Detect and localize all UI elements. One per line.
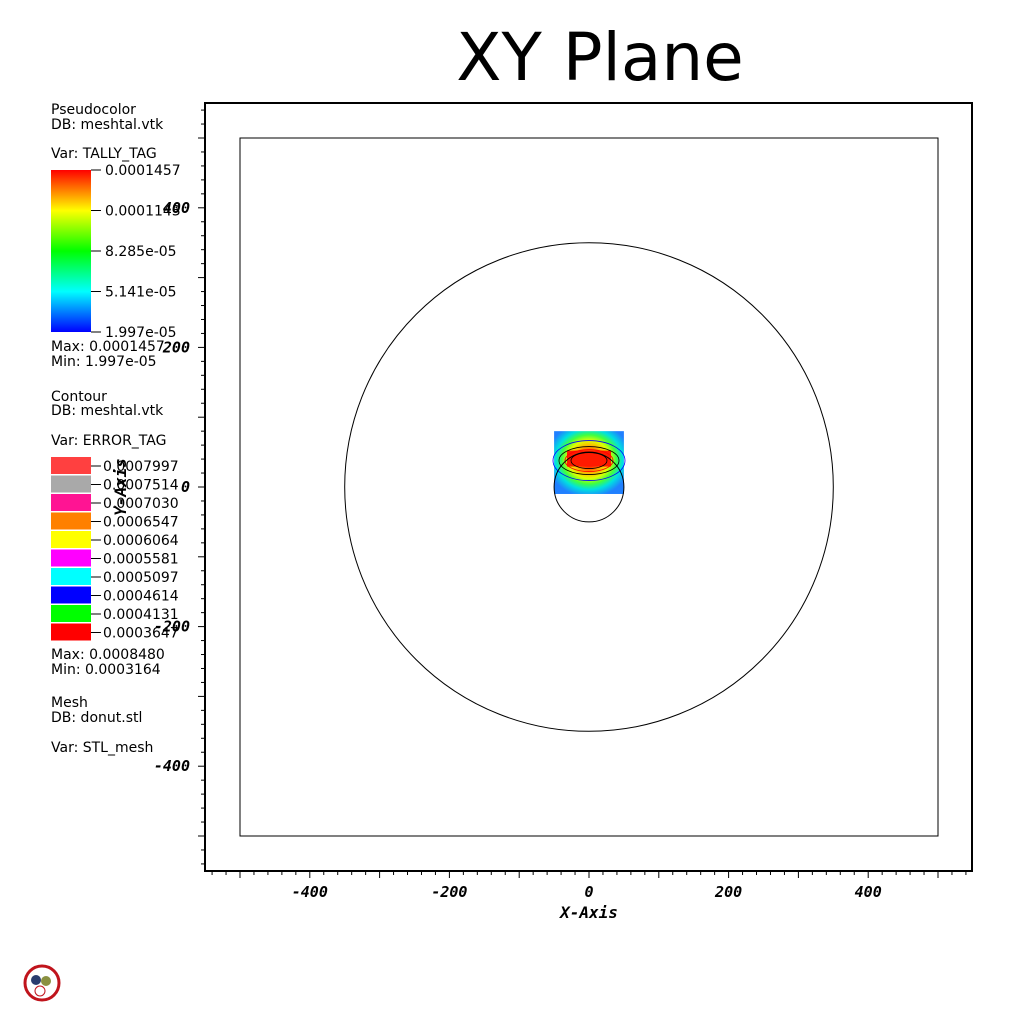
pseudocolor-legend-max: Max: 0.0001457 bbox=[51, 339, 165, 355]
mesh-circle bbox=[344, 242, 834, 732]
mesh-legend-var: Var: STL_mesh bbox=[51, 740, 154, 756]
contour-legend-swatch bbox=[51, 531, 91, 548]
contour-line bbox=[558, 446, 620, 475]
y-tick-label: -400 bbox=[154, 757, 190, 775]
contour-legend-label: 0.0005097 bbox=[103, 570, 179, 586]
x-tick-label: 400 bbox=[855, 883, 882, 901]
x-tick-label: 0 bbox=[584, 883, 593, 901]
mesh-legend-type: Mesh bbox=[51, 695, 88, 711]
contour-legend-swatch bbox=[51, 494, 91, 511]
contour-legend-label: 0.0007997 bbox=[103, 459, 179, 475]
colorbar-tick-label: 8.285e-05 bbox=[105, 244, 177, 260]
contour-legend-min: Min: 0.0003164 bbox=[51, 662, 161, 678]
y-axis-title: Y-Axis bbox=[111, 458, 130, 516]
contour-legend-swatch bbox=[51, 475, 91, 493]
y-tick-label: 200 bbox=[162, 338, 190, 356]
colorbar-tick-label: 5.141e-05 bbox=[105, 285, 177, 301]
mesh-circle bbox=[553, 451, 625, 523]
logo-icon bbox=[23, 964, 61, 1002]
colorbar-tick-label: 0.0001457 bbox=[105, 163, 181, 179]
pseudocolor-legend-db: DB: meshtal.vtk bbox=[51, 117, 164, 133]
y-tick-label: -200 bbox=[154, 618, 190, 636]
colorbar-tick-label: 0.0001143 bbox=[105, 204, 181, 220]
contour-legend-swatch bbox=[51, 623, 91, 641]
data-layer bbox=[239, 137, 939, 837]
contour-legend-swatches: 0.0007997 0.0007514 0.0007030 0.0006547 0.00… bbox=[51, 457, 179, 642]
contour-legend-label: 0.0006064 bbox=[103, 533, 179, 549]
contour-line bbox=[552, 440, 626, 481]
x-tick-label: -200 bbox=[431, 883, 467, 901]
pseudocolor-legend-min: Min: 1.997e-05 bbox=[51, 354, 157, 370]
contour-legend-swatch bbox=[51, 549, 91, 567]
contour-legend-label: 0.0007030 bbox=[103, 496, 179, 512]
contour-legend-var: Var: ERROR_TAG bbox=[51, 433, 167, 449]
axis-minor-ticks bbox=[198, 109, 967, 878]
x-tick-label: 200 bbox=[714, 883, 742, 901]
contour-legend-type: Contour bbox=[51, 389, 107, 405]
x-tick-labels: -400 -200 0 200 400 bbox=[292, 883, 882, 901]
contour-legend-label: 0.0006547 bbox=[103, 515, 179, 531]
contour-legend-swatch bbox=[51, 605, 91, 622]
contour-legend-swatch bbox=[51, 586, 91, 604]
pseudocolor-colorbar-ticks: 0.0001457 0.0001143 8.285e-05 5.141e-05 1.99… bbox=[91, 163, 181, 341]
x-axis-title: X-Axis bbox=[558, 903, 618, 922]
plot-title: XY Plane bbox=[456, 19, 744, 96]
contour-legend-swatch bbox=[51, 512, 91, 530]
y-tick-labels: -400 -200 0 200 400 bbox=[154, 199, 190, 775]
pseudocolor-legend-type: Pseudocolor bbox=[51, 102, 136, 118]
contour-legend-swatch bbox=[51, 568, 91, 585]
contour-legend-label: 0.0004131 bbox=[103, 607, 179, 623]
contour-legend-swatch bbox=[51, 457, 91, 474]
contour-line bbox=[564, 449, 614, 472]
y-tick-label: 400 bbox=[163, 199, 190, 217]
contour-legend-label: 0.0004614 bbox=[103, 589, 179, 605]
contour-legend-db: DB: meshtal.vtk bbox=[51, 403, 164, 419]
pseudocolor-colorbar bbox=[51, 170, 91, 332]
contour-legend-label: 0.0007514 bbox=[103, 478, 179, 494]
x-tick-label: -400 bbox=[292, 883, 328, 901]
contour-legend-max: Max: 0.0008480 bbox=[51, 647, 165, 663]
mesh-legend-db: DB: donut.stl bbox=[51, 710, 143, 726]
contour-legend-label: 0.0005581 bbox=[103, 552, 179, 568]
contour-legend-label: 0.0003647 bbox=[103, 626, 179, 642]
y-tick-label: 0 bbox=[181, 478, 190, 496]
colorbar-tick-label: 1.997e-05 bbox=[105, 325, 177, 341]
pseudocolor-legend-var: Var: TALLY_TAG bbox=[51, 146, 157, 162]
mesh-outer-square bbox=[239, 137, 939, 837]
